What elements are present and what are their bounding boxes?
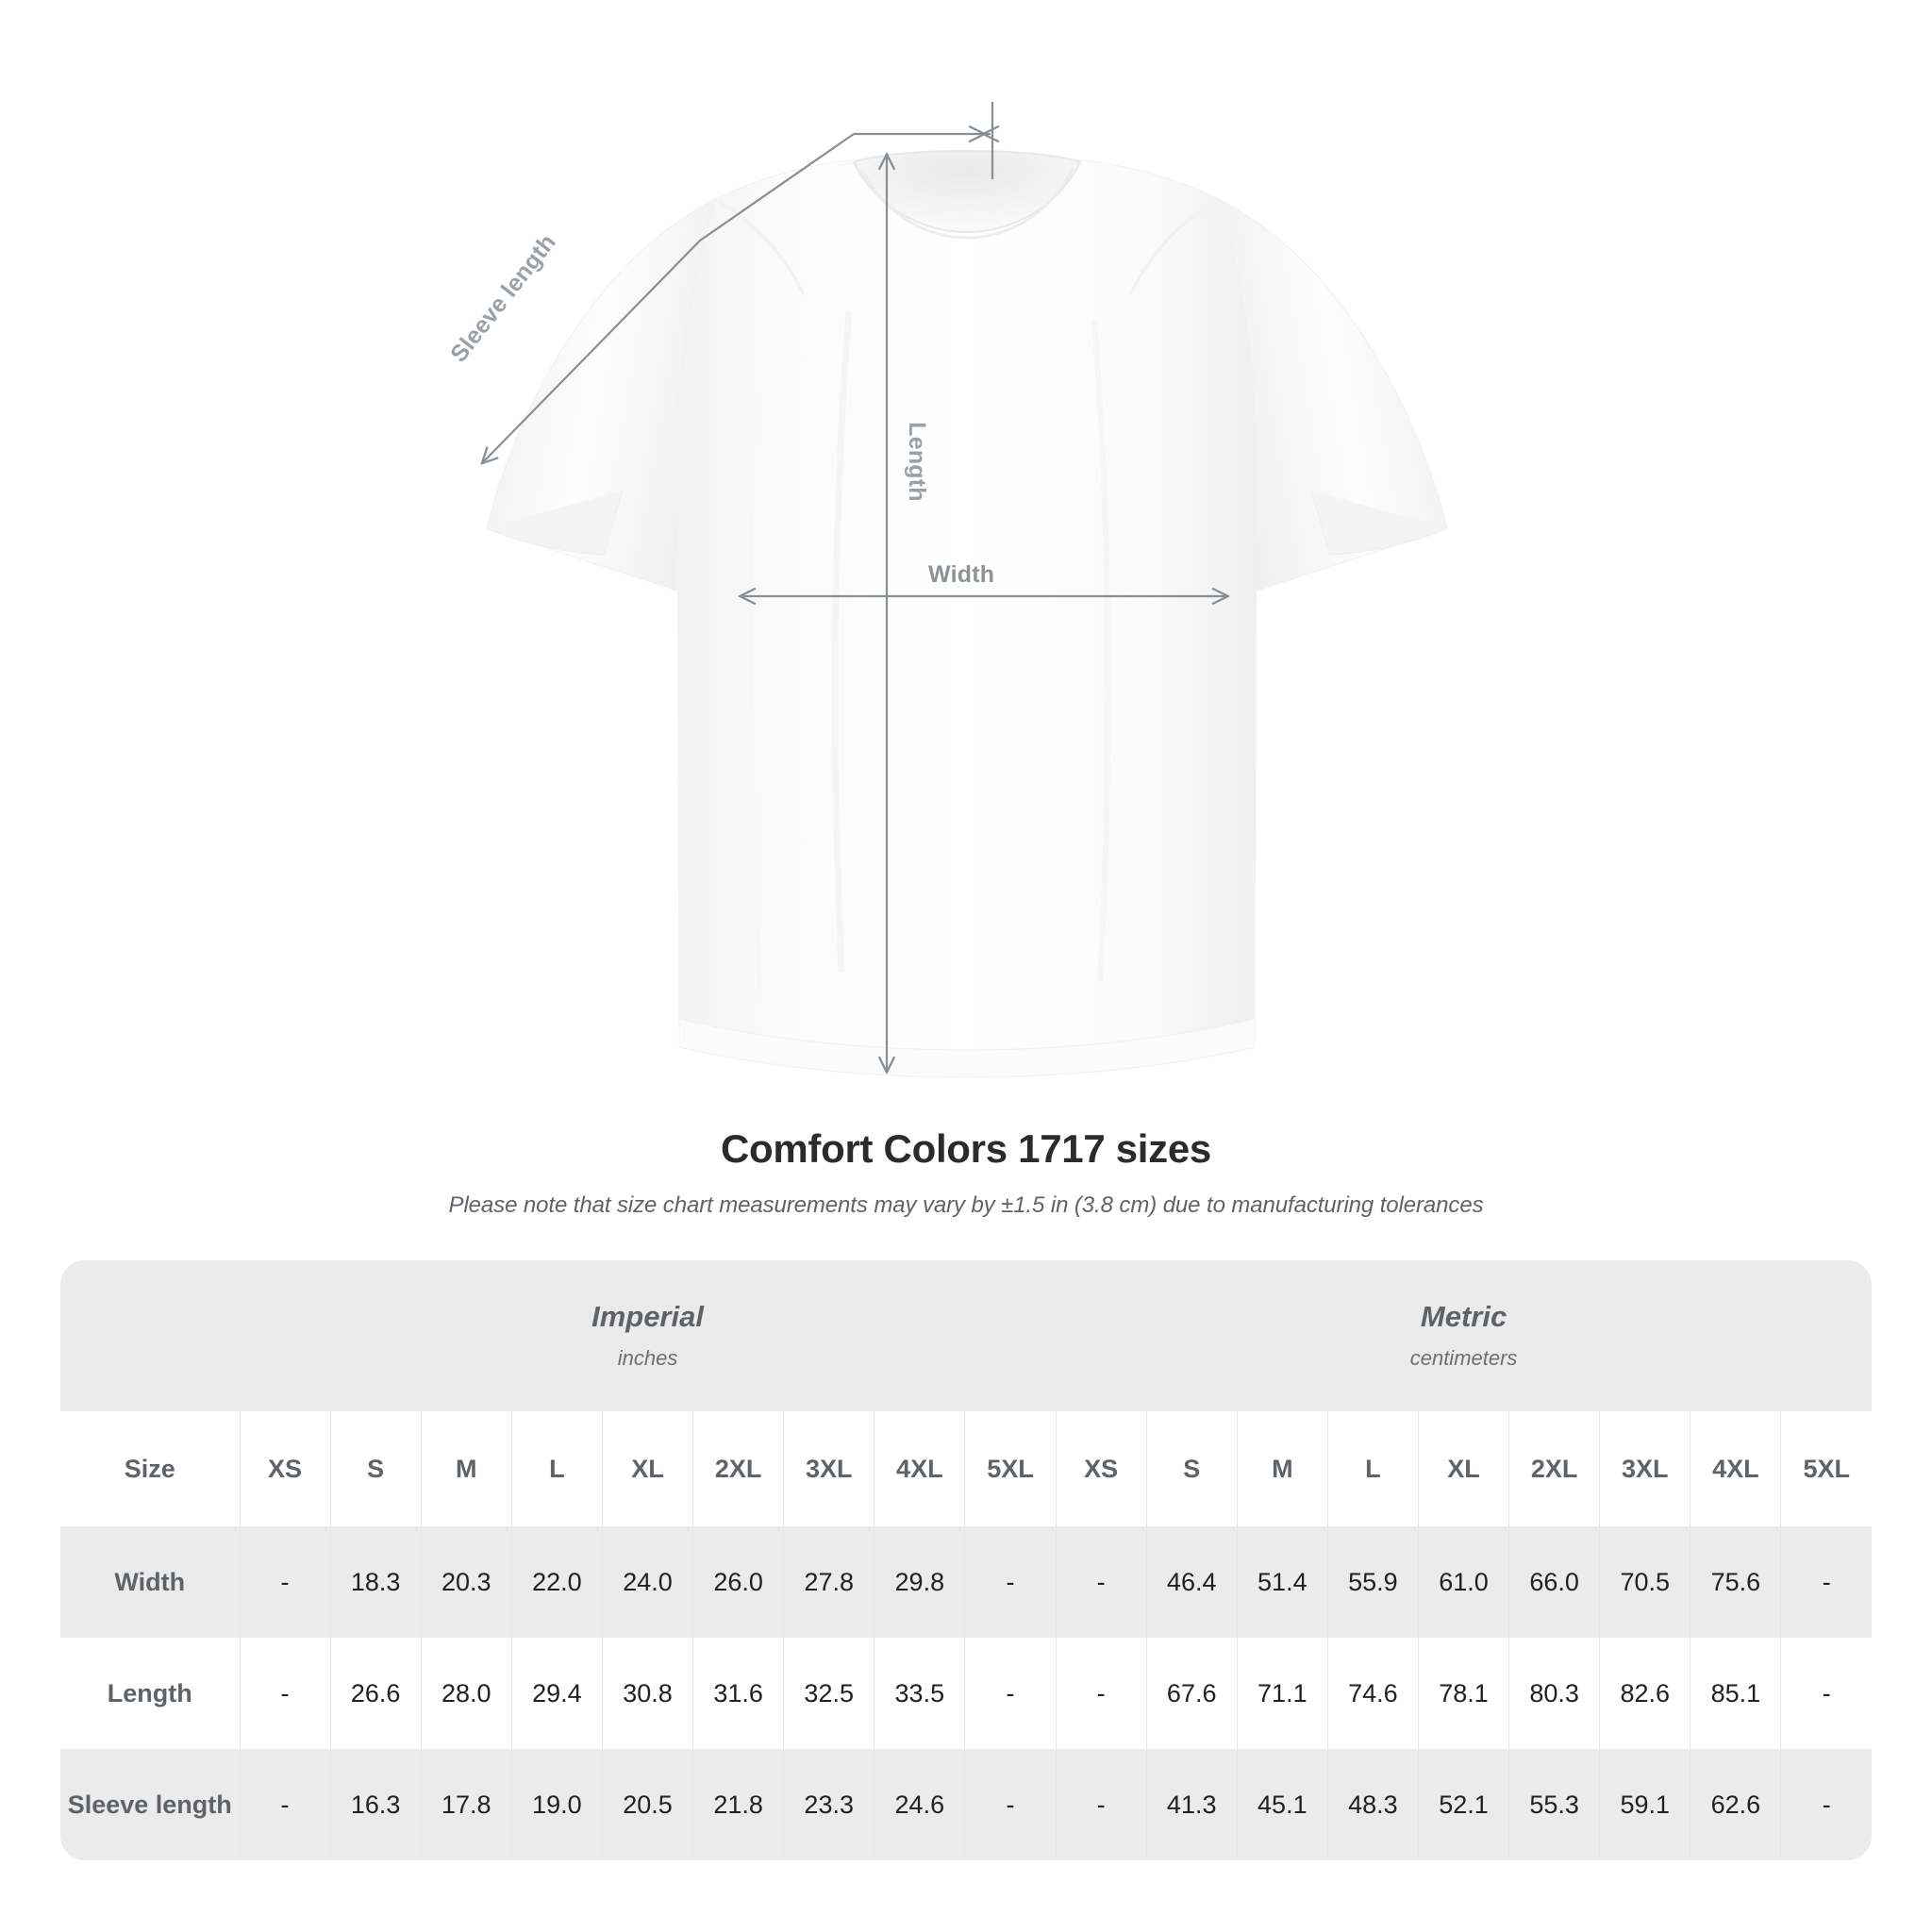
size-header-metric-xs: XS <box>1055 1411 1147 1526</box>
size-header-metric-m: M <box>1236 1411 1328 1526</box>
cell-length-imperial-5xl: - <box>964 1638 1057 1749</box>
cell-width-imperial-2xl: 26.0 <box>692 1526 785 1638</box>
cell-width-metric-xs: - <box>1055 1526 1147 1638</box>
unit-name: Metric <box>1420 1299 1507 1333</box>
cell-length-imperial-3xl: 32.5 <box>783 1638 875 1749</box>
measure-lines <box>483 102 1226 1071</box>
size-header-metric-5xl: 5XL <box>1780 1411 1873 1526</box>
unit-header-row: Imperial inches Metric centimeters <box>60 1260 1873 1411</box>
size-header-imperial-xl: XL <box>601 1411 694 1526</box>
cell-sleeve-length-imperial-2xl: 21.8 <box>692 1749 785 1860</box>
row-label-sleeve-length: Sleeve length <box>60 1749 241 1860</box>
row-label-width: Width <box>60 1526 241 1638</box>
cell-width-imperial-s: 18.3 <box>329 1526 422 1638</box>
unit-header-imperial: Imperial inches <box>240 1260 1057 1411</box>
size-header-imperial-3xl: 3XL <box>783 1411 875 1526</box>
cell-length-imperial-l: 29.4 <box>510 1638 603 1749</box>
cell-length-metric-l: 74.6 <box>1326 1638 1419 1749</box>
cell-width-imperial-xs: - <box>239 1526 331 1638</box>
size-header-row: Size XS S M L XL 2XL 3XL 4XL 5XL XS S M L XL 2XL 3XL 4XL 5… <box>60 1411 1873 1526</box>
cell-sleeve-length-imperial-s: 16.3 <box>329 1749 422 1860</box>
width-dimension-label: Width <box>928 561 995 588</box>
size-header-imperial-xs: XS <box>239 1411 331 1526</box>
page-title: Comfort Colors 1717 sizes <box>720 1126 1211 1171</box>
cell-length-imperial-s: 26.6 <box>329 1638 422 1749</box>
size-header-imperial-2xl: 2XL <box>692 1411 785 1526</box>
cell-width-imperial-m: 20.3 <box>420 1526 512 1638</box>
unit-header-metric: Metric centimeters <box>1056 1260 1873 1411</box>
row-label-length: Length <box>60 1638 241 1749</box>
cell-width-metric-xl: 61.0 <box>1417 1526 1510 1638</box>
tolerance-note: Please note that size chart measurements… <box>448 1192 1484 1218</box>
cell-sleeve-length-metric-xl: 52.1 <box>1417 1749 1510 1860</box>
cell-length-metric-5xl: - <box>1780 1638 1873 1749</box>
title-block: Comfort Colors 1717 sizes Please note th… <box>0 1126 1932 1219</box>
table-row: Width -18.3 20.3 22.0 24.0 26.0 27.8 29.8- -46.4… <box>60 1526 1873 1638</box>
unit-subtitle: centimeters <box>1409 1346 1518 1371</box>
size-header-imperial-l: L <box>510 1411 603 1526</box>
tshirt-illustration <box>0 102 1448 1078</box>
cell-length-metric-3xl: 82.6 <box>1599 1638 1691 1749</box>
size-chart-table: Imperial inches Metric centimeters Size XS S M L… <box>60 1260 1873 1860</box>
cell-length-metric-4xl: 85.1 <box>1690 1638 1782 1749</box>
length-dimension-label: Length <box>903 422 930 502</box>
size-header-metric-2xl: 2XL <box>1508 1411 1601 1526</box>
cell-width-metric-s: 46.4 <box>1145 1526 1238 1638</box>
size-header-imperial-4xl: 4XL <box>874 1411 966 1526</box>
cell-sleeve-length-imperial-xl: 20.5 <box>601 1749 694 1860</box>
cell-sleeve-length-metric-xs: - <box>1055 1749 1147 1860</box>
cell-sleeve-length-imperial-l: 19.0 <box>510 1749 603 1860</box>
cell-width-metric-4xl: 75.6 <box>1690 1526 1782 1638</box>
cell-width-imperial-5xl: - <box>964 1526 1057 1638</box>
size-row-label: Size <box>60 1411 241 1526</box>
unit-name: Imperial <box>591 1299 704 1333</box>
unit-row-blank-cell <box>60 1260 240 1411</box>
tshirt-diagram: Sleeve length Length Width <box>0 102 1448 1078</box>
size-header-metric-3xl: 3XL <box>1599 1411 1691 1526</box>
cell-sleeve-length-metric-4xl: 62.6 <box>1690 1749 1782 1860</box>
size-header-metric-l: L <box>1326 1411 1419 1526</box>
unit-subtitle: inches <box>617 1346 678 1371</box>
cell-sleeve-length-imperial-5xl: - <box>964 1749 1057 1860</box>
cell-width-metric-l: 55.9 <box>1326 1526 1419 1638</box>
size-header-metric-xl: XL <box>1417 1411 1510 1526</box>
cell-width-imperial-3xl: 27.8 <box>783 1526 875 1638</box>
cell-sleeve-length-metric-3xl: 59.1 <box>1599 1749 1691 1860</box>
cell-length-imperial-4xl: 33.5 <box>874 1638 966 1749</box>
cell-width-metric-2xl: 66.0 <box>1508 1526 1601 1638</box>
cell-length-metric-m: 71.1 <box>1236 1638 1328 1749</box>
cell-length-metric-s: 67.6 <box>1145 1638 1238 1749</box>
size-header-imperial-5xl: 5XL <box>964 1411 1057 1526</box>
cell-width-metric-5xl: - <box>1780 1526 1873 1638</box>
table-row: Sleeve length -16.3 17.8 19.0 20.5 21.8 23.3 24… <box>60 1749 1873 1860</box>
cell-width-metric-m: 51.4 <box>1236 1526 1328 1638</box>
size-header-metric-4xl: 4XL <box>1690 1411 1782 1526</box>
table-row: Length -26.6 28.0 29.4 30.8 31.6 32.5 33.5- -67.… <box>60 1638 1873 1749</box>
cell-sleeve-length-metric-l: 48.3 <box>1326 1749 1419 1860</box>
cell-length-imperial-2xl: 31.6 <box>692 1638 785 1749</box>
cell-sleeve-length-metric-2xl: 55.3 <box>1508 1749 1601 1860</box>
size-header-imperial-s: S <box>329 1411 422 1526</box>
cell-length-imperial-xl: 30.8 <box>601 1638 694 1749</box>
cell-sleeve-length-imperial-4xl: 24.6 <box>874 1749 966 1860</box>
cell-width-imperial-xl: 24.0 <box>601 1526 694 1638</box>
cell-length-metric-2xl: 80.3 <box>1508 1638 1601 1749</box>
cell-length-metric-xl: 78.1 <box>1417 1638 1510 1749</box>
cell-sleeve-length-imperial-3xl: 23.3 <box>783 1749 875 1860</box>
cell-width-imperial-l: 22.0 <box>510 1526 603 1638</box>
cell-width-imperial-4xl: 29.8 <box>874 1526 966 1638</box>
cell-sleeve-length-metric-m: 45.1 <box>1236 1749 1328 1860</box>
cell-width-metric-3xl: 70.5 <box>1599 1526 1691 1638</box>
size-header-imperial-m: M <box>420 1411 512 1526</box>
cell-sleeve-length-imperial-xs: - <box>239 1749 331 1860</box>
shirt-body-shape <box>486 149 1448 1078</box>
cell-length-imperial-xs: - <box>239 1638 331 1749</box>
size-table-container: Imperial inches Metric centimeters Size XS S M L… <box>0 1260 1932 1860</box>
size-header-metric-s: S <box>1145 1411 1238 1526</box>
cell-sleeve-length-metric-s: 41.3 <box>1145 1749 1238 1860</box>
cell-length-imperial-m: 28.0 <box>420 1638 512 1749</box>
cell-sleeve-length-metric-5xl: - <box>1780 1749 1873 1860</box>
cell-length-metric-xs: - <box>1055 1638 1147 1749</box>
cell-sleeve-length-imperial-m: 17.8 <box>420 1749 512 1860</box>
